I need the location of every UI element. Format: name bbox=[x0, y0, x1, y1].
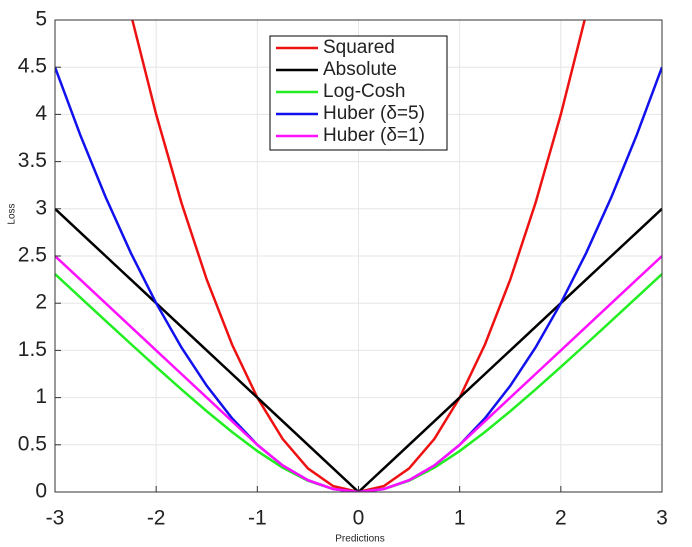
series-line bbox=[131, 20, 586, 492]
y-tick-label: 4 bbox=[35, 102, 47, 125]
x-tick-label: 0 bbox=[353, 507, 365, 530]
y-tick-label: 3.5 bbox=[18, 149, 47, 172]
plot-frame bbox=[54, 19, 663, 493]
legend-label: Huber (δ=5) bbox=[323, 103, 425, 124]
legend-label: Huber (δ=1) bbox=[323, 125, 425, 146]
x-tick-label: 2 bbox=[555, 507, 567, 530]
series-line bbox=[55, 255, 662, 492]
y-tick-label: 1.5 bbox=[18, 338, 47, 361]
x-tick-label: -2 bbox=[147, 507, 166, 530]
x-tick-label: 3 bbox=[656, 507, 668, 530]
y-tick-label: 3 bbox=[35, 196, 47, 219]
x-tick-label: -1 bbox=[248, 507, 267, 530]
y-tick-label: 0.5 bbox=[18, 432, 47, 455]
series-line bbox=[55, 66, 662, 492]
y-tick-label: 4.5 bbox=[18, 55, 47, 78]
x-tick-label: 1 bbox=[454, 507, 466, 530]
x-axis-label: Predictions bbox=[335, 534, 384, 545]
y-axis-label: Loss bbox=[7, 203, 18, 224]
legend-label: Absolute bbox=[323, 59, 397, 80]
y-tick-label: 5 bbox=[35, 8, 47, 31]
x-tick-label: -3 bbox=[46, 507, 65, 530]
legend-label: Squared bbox=[323, 37, 395, 58]
legend-label: Log-Cosh bbox=[323, 81, 405, 102]
y-tick-label: 1 bbox=[35, 385, 47, 408]
y-tick-label: 0 bbox=[35, 480, 47, 503]
series-line bbox=[55, 273, 662, 492]
y-tick-label: 2.5 bbox=[18, 244, 47, 267]
y-tick-label: 2 bbox=[35, 291, 47, 314]
